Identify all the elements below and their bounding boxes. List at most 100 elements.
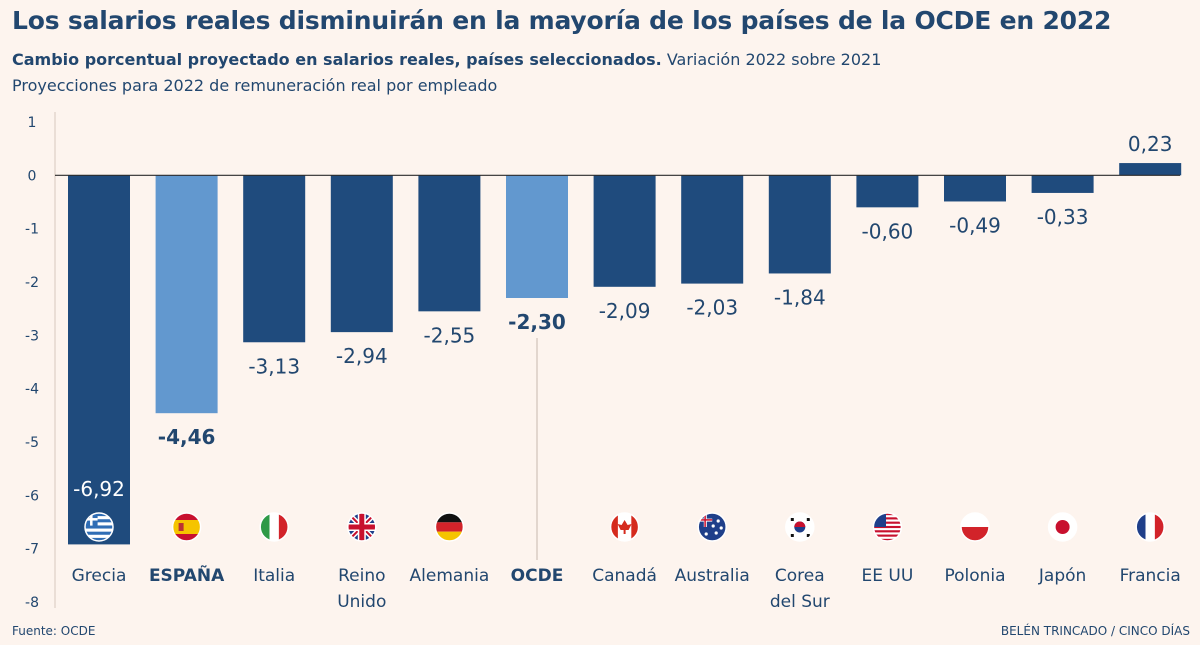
flag-body	[85, 513, 113, 541]
bar	[155, 175, 218, 414]
category-label: Polonia	[944, 566, 1005, 586]
flag-part	[85, 522, 113, 526]
flag-body	[172, 513, 201, 541]
y-tick-label: -1	[25, 222, 39, 238]
flag-part	[90, 513, 93, 526]
poland-flag-icon	[960, 512, 990, 542]
flag-part	[873, 538, 902, 541]
flag-ring	[1135, 512, 1165, 542]
bar	[681, 175, 744, 284]
flag-body	[1048, 513, 1077, 541]
value-label: -0,60	[862, 219, 914, 243]
flag-part	[1145, 513, 1155, 541]
y-tick-label: -3	[25, 328, 39, 344]
flag-ring	[697, 512, 727, 542]
bar	[506, 175, 568, 298]
category-label: Canadá	[592, 566, 657, 586]
bar	[1031, 175, 1094, 193]
y-tick-label: -2	[25, 275, 39, 291]
category-label: del Sur	[770, 592, 830, 612]
flag-body	[785, 513, 814, 541]
flag-body	[610, 513, 639, 541]
bar	[68, 175, 130, 545]
uk-flag-icon	[347, 512, 377, 542]
category-label: Unido	[337, 592, 386, 612]
category-label: ESPAÑA	[149, 563, 225, 586]
flag-ring	[171, 512, 202, 542]
flag-ring	[785, 512, 815, 542]
spain-flag-icon	[171, 512, 202, 542]
value-label: -4,46	[158, 425, 216, 449]
australia-flag-icon	[697, 512, 727, 542]
flag-part	[716, 519, 720, 523]
flag-body	[347, 513, 376, 541]
flag-part	[790, 534, 794, 537]
usa-flag-icon	[872, 512, 903, 542]
chart-note: Proyecciones para 2022 de remuneración r…	[12, 76, 498, 95]
chart-title: Los salarios reales disminuirán en la ma…	[12, 6, 1112, 35]
subtitle-bold: Cambio porcentual proyectado en salarios…	[12, 50, 662, 69]
bar	[593, 175, 656, 287]
value-label: -2,55	[424, 323, 476, 347]
flag-part	[631, 513, 639, 541]
flag-ring	[960, 512, 990, 542]
category-label: Australia	[675, 566, 750, 586]
bar	[330, 175, 393, 333]
canada-flag-icon	[609, 512, 640, 542]
flag-part	[1055, 520, 1070, 534]
flag-part	[704, 513, 706, 527]
germany-flag-icon	[434, 512, 465, 542]
flag-ring	[609, 512, 640, 542]
value-label: -6,92	[73, 477, 125, 501]
flag-ring	[872, 512, 903, 542]
value-label: -2,30	[508, 310, 566, 334]
bar	[944, 175, 1006, 202]
bar	[243, 175, 306, 343]
category-label: Grecia	[72, 566, 127, 586]
category-label: Corea	[775, 566, 825, 586]
flag-ring	[84, 512, 114, 542]
flag-body	[435, 513, 464, 541]
value-label: -2,94	[336, 344, 388, 368]
value-label: -0,49	[949, 213, 1001, 237]
y-tick-label: -8	[25, 595, 39, 611]
flag-part	[617, 520, 632, 534]
flag-part	[435, 522, 464, 532]
chart-subtitle: Cambio porcentual proyectado en salarios…	[12, 50, 881, 69]
flag-part	[260, 513, 270, 541]
category-label: Reino	[338, 566, 385, 586]
flag-part	[1154, 513, 1165, 541]
category-label: OCDE	[511, 566, 564, 586]
flag-part	[873, 517, 902, 520]
flag-ring	[347, 512, 377, 542]
flag-part	[435, 513, 464, 523]
japan-flag-icon	[1047, 512, 1078, 542]
flag-part	[714, 531, 718, 535]
flag-ring	[259, 512, 289, 542]
flag-part	[269, 513, 279, 541]
flag-part	[806, 518, 810, 521]
flag-part	[873, 534, 902, 537]
flag-part	[873, 525, 902, 529]
subtitle-rest: Variación 2022 sobre 2021	[666, 50, 882, 69]
y-tick-label: -6	[25, 488, 39, 504]
flag-part	[704, 532, 708, 536]
flag-ring	[1047, 512, 1078, 542]
flag-body	[961, 513, 989, 541]
category-label: Japón	[1038, 566, 1086, 586]
value-label: 0,23	[1128, 132, 1173, 156]
flag-body	[260, 513, 289, 541]
flag-part	[719, 526, 723, 530]
category-label: Alemania	[410, 566, 490, 586]
flag-part	[359, 513, 365, 541]
bar	[1119, 163, 1182, 176]
bar	[768, 175, 831, 274]
value-label: -1,84	[774, 285, 826, 309]
flag-part	[961, 527, 989, 541]
value-label: -2,09	[599, 299, 651, 323]
south-korea-flag-icon	[785, 512, 815, 542]
category-label: Italia	[253, 566, 295, 586]
flag-part	[873, 530, 902, 533]
flag-part	[961, 513, 989, 527]
